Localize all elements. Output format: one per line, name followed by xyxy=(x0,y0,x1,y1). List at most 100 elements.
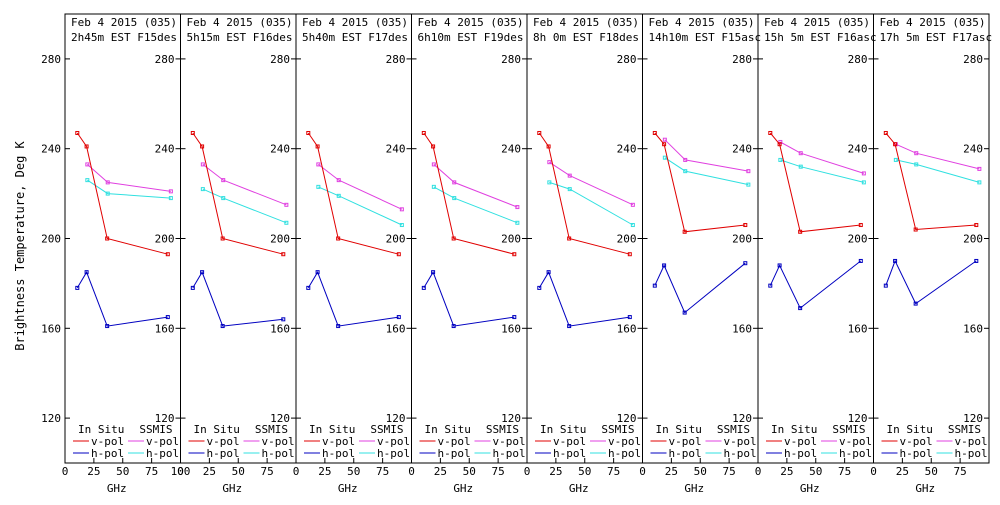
insitu-h-pol-line xyxy=(885,259,977,305)
legend-ssmis-h-label: h-pol xyxy=(608,447,641,460)
x-tick-label: 50 xyxy=(578,465,591,478)
insitu-v-pol-point xyxy=(883,130,888,135)
insitu-v-pol-point xyxy=(652,130,657,135)
y-tick-label: 200 xyxy=(617,233,637,246)
insitu-h-pol-line xyxy=(192,271,284,327)
x-axis-label: GHz xyxy=(107,482,127,495)
ssmis-v-pol-line xyxy=(86,164,171,192)
insitu-v-pol-line xyxy=(76,132,168,255)
ssmis-v-pol-line xyxy=(549,161,634,206)
ssmis-v-pol-point xyxy=(316,162,321,167)
insitu-h-pol-line xyxy=(769,260,862,309)
insitu-h-pol-point xyxy=(220,324,225,329)
panel-4: Feb 4 2015 (035) 6h10m EST F19des 120 160 20… xyxy=(408,13,528,495)
y-tick-label: 120 xyxy=(386,412,406,425)
ssmis-h-pol-point xyxy=(861,180,866,185)
ssmis-v-pol-point xyxy=(431,162,436,167)
insitu-h-pol-point xyxy=(396,315,401,320)
insitu-v-pol-line xyxy=(885,132,977,231)
ssmis-h-pol-line xyxy=(780,159,865,183)
legend-ssmis-v-label: v-pol xyxy=(955,435,988,448)
insitu-h-pol-point xyxy=(662,263,667,268)
insitu-h-pol-point xyxy=(281,317,286,322)
y-tick-label: 280 xyxy=(732,53,752,66)
insitu-h-pol-point xyxy=(75,285,80,290)
ssmis-h-pol-point xyxy=(977,180,982,185)
ssmis-v-pol-point xyxy=(105,180,110,185)
insitu-h-pol-point xyxy=(743,261,748,266)
y-tick-label: 240 xyxy=(732,143,752,156)
ssmis-h-pol-point xyxy=(893,157,898,162)
panel-title-time: 5h40m EST F17des xyxy=(302,31,408,44)
y-tick-label: 120 xyxy=(963,412,983,425)
legend-insitu-h-label: h-pol xyxy=(207,447,240,460)
y-tick-label: 240 xyxy=(155,143,175,156)
panel-6: Feb 4 2015 (035) 14h10m EST F15asc 120 160 2… xyxy=(639,13,761,495)
ssmis-v-pol-point xyxy=(683,157,688,162)
insitu-h-pol-point xyxy=(627,315,632,320)
ssmis-h-pol-point xyxy=(662,155,667,160)
insitu-h-pol-point xyxy=(431,270,436,275)
ssmis-v-pol-line xyxy=(433,164,518,208)
legend-insitu-v-label: v-pol xyxy=(784,435,817,448)
x-tick-label: 75 xyxy=(261,465,274,478)
x-tick-label: 25 xyxy=(87,465,100,478)
legend-insitu-h-label: h-pol xyxy=(784,447,817,460)
legend-ssmis-h-label: h-pol xyxy=(493,447,526,460)
ssmis-h-pol-line xyxy=(87,179,171,199)
ssmis-h-pol-point xyxy=(284,220,289,225)
y-tick-label: 160 xyxy=(732,322,752,335)
insitu-h-pol-point xyxy=(306,285,311,290)
ssmis-h-pol-point xyxy=(798,164,803,169)
y-tick-label: 120 xyxy=(617,412,637,425)
x-axis-label: GHz xyxy=(222,482,242,495)
x-tick-label: 0 xyxy=(62,465,69,478)
ssmis-v-pol-line xyxy=(895,143,980,170)
y-tick-label: 280 xyxy=(501,53,521,66)
y-tick-label: 160 xyxy=(270,322,290,335)
insitu-v-pol-point xyxy=(627,252,632,257)
x-tick-label: 50 xyxy=(232,465,245,478)
x-tick-label: 75 xyxy=(376,465,389,478)
legend-insitu-v-label: v-pol xyxy=(438,435,471,448)
ssmis-h-pol-line xyxy=(895,159,980,183)
legend-ssmis-h-label: h-pol xyxy=(839,447,872,460)
insitu-h-pol-point xyxy=(105,324,110,329)
y-tick-label: 120 xyxy=(155,412,175,425)
insitu-v-pol-point xyxy=(190,130,195,135)
legend-ssmis-h-label: h-pol xyxy=(377,447,410,460)
panel-title-date: Feb 4 2015 (035) xyxy=(418,16,524,29)
ssmis-h-pol-point xyxy=(914,162,919,167)
insitu-v-pol-point xyxy=(200,144,205,149)
insitu-h-pol-point xyxy=(512,315,517,320)
x-tick-label: 25 xyxy=(549,465,562,478)
y-tick-label: 160 xyxy=(617,322,637,335)
y-tick-label: 280 xyxy=(617,53,637,66)
x-tick-label: 0 xyxy=(639,465,646,478)
legend-insitu-header: In Situ xyxy=(309,423,355,436)
ssmis-h-pol-point xyxy=(452,196,457,201)
legend-insitu-header: In Situ xyxy=(78,423,124,436)
x-tick-label: 0 xyxy=(870,465,877,478)
ssmis-v-pol-point xyxy=(778,139,783,144)
ssmis-v-pol-point xyxy=(168,189,173,194)
legend-ssmis-v-label: v-pol xyxy=(608,435,641,448)
x-tick-label: 50 xyxy=(809,465,822,478)
ssmis-h-pol-point xyxy=(630,223,635,228)
legend-ssmis-header: SSMIS xyxy=(370,423,403,436)
legend-insitu-h-label: h-pol xyxy=(553,447,586,460)
insitu-v-pol-point xyxy=(893,142,898,147)
legend-ssmis-header: SSMIS xyxy=(255,423,288,436)
insitu-v-pol-point xyxy=(546,144,551,149)
insitu-h-pol-point xyxy=(893,258,898,263)
y-tick-label: 160 xyxy=(155,322,175,335)
legend-insitu-header: In Situ xyxy=(194,423,240,436)
ssmis-h-pol-line xyxy=(549,181,634,226)
insitu-h-pol-point xyxy=(190,285,195,290)
insitu-v-pol-point xyxy=(451,236,456,241)
insitu-v-pol-point xyxy=(913,227,918,232)
ssmis-v-pol-point xyxy=(200,162,205,167)
ssmis-h-pol-point xyxy=(105,191,110,196)
